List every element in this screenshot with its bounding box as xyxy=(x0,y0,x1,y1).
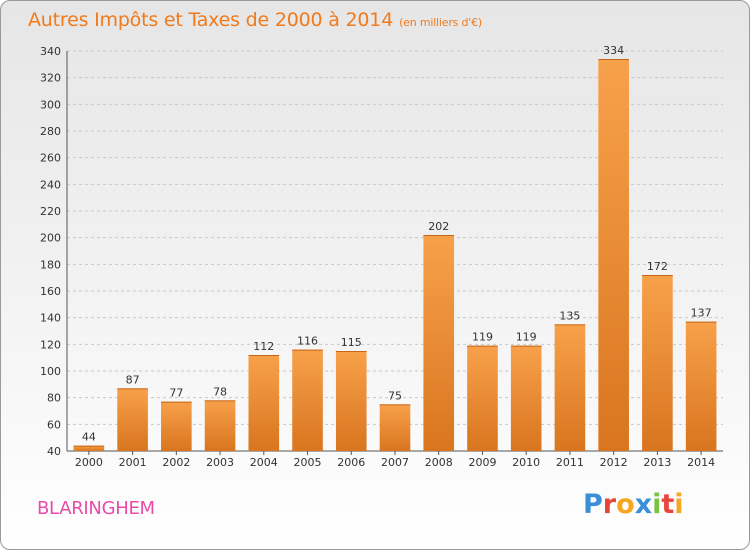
bar xyxy=(467,345,498,451)
bar-value-label: 119 xyxy=(472,331,493,344)
bar-value-label: 137 xyxy=(691,307,712,320)
bar-value-label: 135 xyxy=(559,309,580,322)
x-tick-label: 2007 xyxy=(381,456,409,469)
bar xyxy=(73,445,105,451)
proxiti-logo[interactable]: Proxiti xyxy=(583,489,684,520)
bar-value-label: 116 xyxy=(297,335,318,348)
y-tick-label: 140 xyxy=(40,312,61,325)
bar xyxy=(423,235,455,451)
y-tick-label: 120 xyxy=(40,338,61,351)
bar-value-label: 77 xyxy=(169,387,183,400)
bar xyxy=(642,275,673,451)
logo-letter: i xyxy=(652,489,662,520)
bar-value-label: 78 xyxy=(213,385,227,398)
y-tick-label: 200 xyxy=(40,232,61,245)
x-tick-label: 2006 xyxy=(337,456,365,469)
axis-layer: 40 60 80 100 120 140 160 180 200 220 240 260 280 300 3… xyxy=(40,45,723,469)
logo-letter: i xyxy=(674,489,684,520)
bar xyxy=(161,401,192,451)
x-tick-label: 2011 xyxy=(556,456,584,469)
bar xyxy=(379,404,411,451)
bar xyxy=(335,351,367,451)
bar-value-label: 334 xyxy=(603,44,624,57)
bar xyxy=(554,324,586,451)
y-tick-label: 60 xyxy=(47,418,61,431)
logo-letter: P xyxy=(583,489,603,520)
logo-letter: r xyxy=(602,489,617,520)
y-tick-label: 240 xyxy=(40,178,61,191)
y-tick-label: 100 xyxy=(40,365,61,378)
x-tick-label: 2003 xyxy=(206,456,234,469)
bar xyxy=(685,321,717,451)
x-tick-label: 2008 xyxy=(425,456,453,469)
y-tick-label: 40 xyxy=(47,445,61,458)
bar xyxy=(510,345,542,451)
bar-value-label: 115 xyxy=(341,336,362,349)
bar-value-label: 172 xyxy=(647,260,668,273)
logo-letter: t xyxy=(661,489,675,520)
bar-value-label: 87 xyxy=(126,373,140,386)
x-tick-label: 2002 xyxy=(162,456,190,469)
x-tick-label: 2005 xyxy=(294,456,322,469)
x-tick-label: 2000 xyxy=(75,456,103,469)
y-tick-label: 280 xyxy=(40,125,61,138)
logo-letter: o xyxy=(616,489,635,520)
y-tick-label: 320 xyxy=(40,72,61,85)
bar xyxy=(204,400,236,451)
chart-subtitle: (en milliers d'€) xyxy=(399,16,482,29)
logo-letter: x xyxy=(634,489,653,520)
bar xyxy=(117,388,148,451)
y-tick-label: 260 xyxy=(40,152,61,165)
bar xyxy=(598,59,629,451)
y-tick-label: 220 xyxy=(40,205,61,218)
x-tick-label: 2010 xyxy=(512,456,540,469)
bar-value-label: 44 xyxy=(82,431,96,444)
y-tick-label: 180 xyxy=(40,258,61,271)
y-tick-label: 340 xyxy=(40,45,61,58)
y-tick-label: 300 xyxy=(40,98,61,111)
x-tick-label: 2004 xyxy=(250,456,278,469)
x-tick-label: 2012 xyxy=(600,456,628,469)
bar-value-label: 202 xyxy=(428,220,449,233)
bar-layer xyxy=(73,59,717,451)
bar xyxy=(292,349,323,451)
x-tick-label: 2013 xyxy=(643,456,671,469)
bar-value-label: 119 xyxy=(516,331,537,344)
x-tick-label: 2014 xyxy=(687,456,715,469)
bar-value-label: 112 xyxy=(253,340,274,353)
bar-value-label: 75 xyxy=(388,389,402,402)
chart-title: Autres Impôts et Taxes de 2000 à 2014 (en… xyxy=(28,9,482,31)
label-layer: 44 87 77 78 112 116 115 75 202 119 119 135 334 172 137 xyxy=(82,44,712,444)
y-tick-label: 160 xyxy=(40,285,61,298)
y-tick-label: 80 xyxy=(47,392,61,405)
bar xyxy=(248,355,280,451)
town-name: BLARINGHEM xyxy=(37,498,155,519)
x-tick-label: 2009 xyxy=(468,456,496,469)
x-tick-label: 2001 xyxy=(119,456,147,469)
chart-title-text: Autres Impôts et Taxes de 2000 à 2014 xyxy=(28,9,394,31)
